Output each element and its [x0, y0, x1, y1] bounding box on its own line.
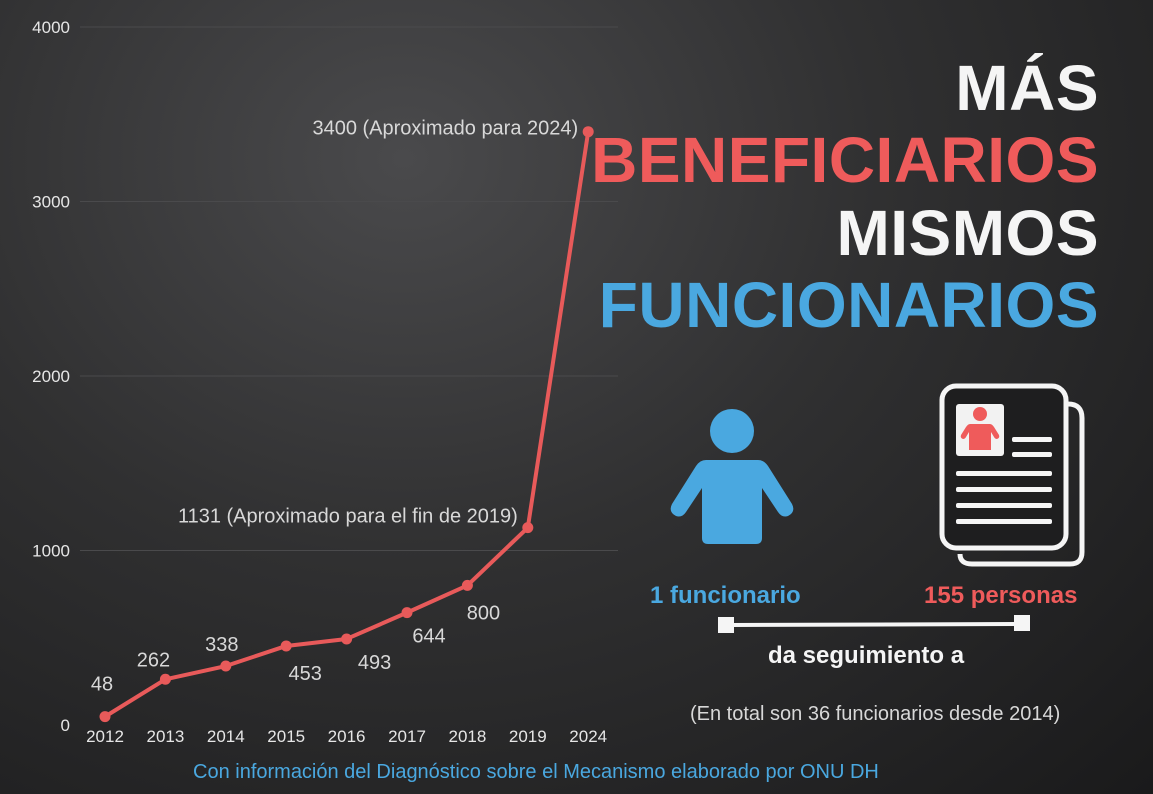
- data-point: [159, 673, 171, 685]
- x-tick-label: 2016: [328, 727, 366, 746]
- data-label: 338: [205, 634, 238, 656]
- y-axis-ticks: 0 1000 2000 3000 4000: [32, 18, 70, 735]
- data-label: 800: [467, 602, 500, 624]
- data-point: [280, 640, 292, 652]
- data-point: [582, 126, 594, 138]
- source-note: Con información del Diagnóstico sobre el…: [193, 761, 879, 783]
- data-point: [341, 633, 353, 645]
- y-tick-label: 1000: [32, 542, 70, 561]
- data-label: 453: [289, 663, 322, 685]
- data-label: 262: [137, 649, 170, 671]
- y-tick-label: 4000: [32, 18, 70, 37]
- x-tick-label: 2012: [86, 727, 124, 746]
- documents-icon: [939, 383, 1085, 567]
- data-label: 1131 (Aproximado para el fin de 2019): [178, 506, 518, 528]
- chart-grid: [80, 26, 618, 551]
- headline-line-3: MISMOS: [836, 197, 1099, 269]
- data-point: [401, 607, 413, 619]
- connector-arrow-icon: [718, 615, 1030, 633]
- data-label: 3400 (Aproximado para 2024): [312, 118, 578, 140]
- x-tick-label: 2015: [267, 727, 305, 746]
- data-labels: 48 262 338 453 493 644 800 1131 (Aproximado par…: [91, 118, 578, 696]
- headline-line-1: MÁS: [955, 52, 1099, 124]
- y-tick-label: 0: [61, 716, 70, 735]
- y-tick-label: 2000: [32, 367, 70, 386]
- x-tick-label: 2017: [388, 727, 426, 746]
- y-tick-label: 3000: [32, 193, 70, 212]
- left-caption: 1 funcionario: [650, 582, 801, 609]
- x-tick-label: 2018: [448, 727, 486, 746]
- headline-line-4: FUNCIONARIOS: [598, 269, 1099, 341]
- person-icon: [670, 409, 794, 544]
- data-points: [99, 126, 594, 723]
- data-point: [461, 579, 473, 591]
- x-tick-label: 2014: [207, 727, 245, 746]
- data-label: 48: [91, 674, 113, 696]
- connector-text: da seguimiento a: [768, 642, 965, 669]
- x-tick-label: 2024: [569, 727, 607, 746]
- data-label: 644: [412, 626, 445, 648]
- headline-line-2: BENEFICIARIOS: [591, 124, 1099, 196]
- data-point: [522, 522, 534, 534]
- data-label: 493: [358, 652, 391, 674]
- total-note: (En total son 36 funcionarios desde 2014…: [690, 703, 1061, 725]
- data-point: [99, 711, 111, 723]
- x-tick-label: 2013: [146, 727, 184, 746]
- x-tick-label: 2019: [509, 727, 547, 746]
- x-axis-ticks: 2012 2013 2014 2015 2016 2017 2018 2019 2024: [86, 727, 607, 746]
- data-point: [220, 660, 232, 672]
- right-caption: 155 personas: [924, 582, 1078, 609]
- series-line: [103, 131, 591, 719]
